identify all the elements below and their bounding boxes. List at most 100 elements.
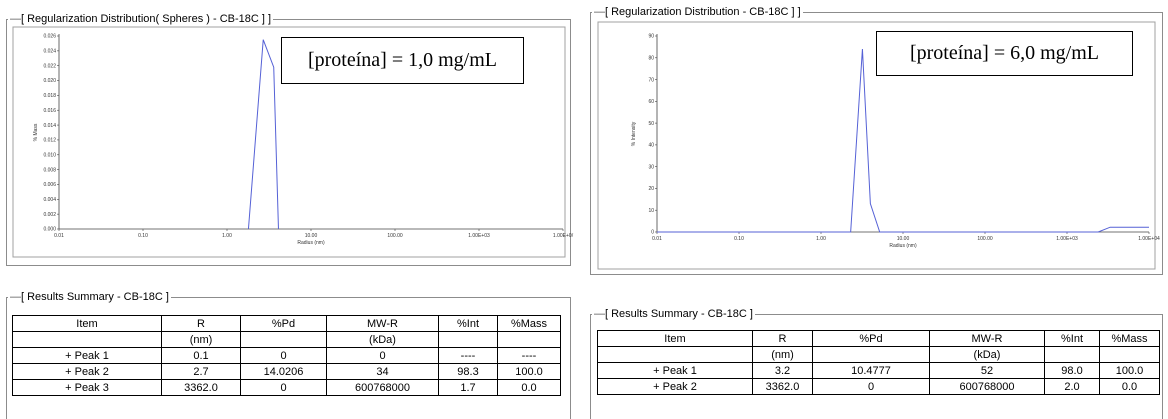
table-cell: + Peak 2 — [597, 378, 753, 395]
summary-title-left: [ Results Summary - CB-18C ] — [21, 291, 169, 303]
table-cell — [812, 346, 930, 363]
header-pd: %Pd — [812, 330, 930, 347]
distribution-title-left: —[ Regularization Distribution( Spheres … — [8, 13, 274, 25]
table-cell: + Peak 1 — [597, 362, 753, 379]
table-cell: 98.3 — [438, 363, 498, 380]
y-tick-label: 0.014 — [43, 123, 56, 129]
y-tick-label: 0.002 — [43, 212, 56, 218]
chart-title-left: [ Regularization Distribution( Spheres )… — [21, 13, 272, 25]
summary-lead-left: — — [10, 291, 21, 303]
table-cell — [240, 331, 327, 348]
table-cell — [597, 346, 753, 363]
table-cell: 0 — [812, 378, 930, 395]
y-tick-label: 0.026 — [43, 34, 56, 40]
table-cell: 0 — [326, 347, 439, 364]
y-tick-label: 0.008 — [43, 167, 56, 173]
title-lead-left: — — [10, 13, 21, 25]
table-cell: 10.4777 — [812, 362, 930, 379]
x-tick-label: 1.00E+0/ — [553, 233, 574, 239]
table-cell — [12, 331, 162, 348]
results-table-left: Item R %Pd MW-R %Int %Mass (nm) (kDa) + Pe… — [12, 315, 561, 396]
y-tick-label: 0 — [651, 230, 654, 236]
table-cell: (kDa) — [326, 331, 439, 348]
y-tick-label: 0.012 — [43, 138, 56, 144]
header-pd: %Pd — [240, 315, 327, 332]
table-header-row: Item R %Pd MW-R %Int %Mass — [597, 330, 1160, 347]
distribution-title-right: —[ Regularization Distribution - CB-18C … — [592, 6, 803, 18]
y-tick-label: 0.006 — [43, 182, 56, 188]
summary-title-right: [ Results Summary - CB-18C ] — [605, 308, 753, 320]
x-tick-label: 10.00 — [897, 236, 910, 242]
x-tick-label: 0.10 — [138, 233, 148, 239]
header-r: R — [752, 330, 813, 347]
table-cell: 0.1 — [161, 347, 241, 364]
table-cell — [1044, 346, 1100, 363]
table-cell: 3362.0 — [752, 378, 813, 395]
plot-frame — [12, 26, 566, 258]
table-cell: ---- — [438, 347, 498, 364]
table-row: + Peak 1 3.2 10.4777 52 98.0 100.0 — [597, 362, 1160, 379]
y-tick-label: 0.004 — [43, 197, 56, 203]
table-cell: 98.0 — [1044, 362, 1100, 379]
y-tick-label: 20 — [648, 186, 654, 192]
table-cell: 52 — [929, 362, 1045, 379]
x-tick-label: 1.00 — [816, 236, 826, 242]
table-cell: 3362.0 — [161, 379, 241, 396]
y-tick-label: 0.016 — [43, 108, 56, 114]
y-tick-label: 70 — [648, 77, 654, 83]
table-cell: 0.0 — [497, 379, 561, 396]
y-tick-label: 80 — [648, 55, 654, 61]
units-row: (nm) (kDa) — [597, 346, 1160, 363]
table-cell: (kDa) — [929, 346, 1045, 363]
table-cell: 2.0 — [1044, 378, 1100, 395]
table-row: + Peak 2 3362.0 0 600768000 2.0 0.0 — [597, 378, 1160, 395]
header-r: R — [161, 315, 241, 332]
table-cell — [438, 331, 498, 348]
y-axis-title: % Mass — [33, 123, 39, 141]
title-lead-right: — — [594, 6, 605, 18]
header-item: Item — [597, 330, 753, 347]
annotation-text-right: [proteína] = 6,0 mg/mL — [909, 42, 1099, 64]
header-mw-r: MW-R — [929, 330, 1045, 347]
table-cell: 2.7 — [161, 363, 241, 380]
header-mw-r: MW-R — [326, 315, 439, 332]
x-tick-label: 0.01 — [652, 236, 662, 242]
header-mass: %Mass — [1099, 330, 1160, 347]
annotation-text-left: [proteína] = 1,0 mg/mL — [307, 49, 497, 71]
chart-title-right: [ Regularization Distribution - CB-18C ]… — [605, 6, 801, 18]
annotation-box-left: [proteína] = 1,0 mg/mL — [281, 37, 524, 84]
table-cell: 600768000 — [326, 379, 439, 396]
x-tick-label: 1.00 — [222, 233, 232, 239]
table-cell: 0.0 — [1099, 378, 1160, 395]
summary-lead-right: — — [594, 308, 605, 320]
table-cell: 0 — [240, 347, 327, 364]
x-tick-label: 0.10 — [734, 236, 744, 242]
table-cell: 100.0 — [1099, 362, 1160, 379]
y-tick-label: 50 — [648, 121, 654, 127]
x-tick-label: 10.00 — [305, 233, 318, 239]
y-tick-label: 10 — [648, 208, 654, 214]
x-axis-title: Radius (nm) — [889, 243, 917, 249]
units-row: (nm) (kDa) — [12, 331, 561, 348]
y-tick-label: 60 — [648, 99, 654, 105]
series-line — [657, 49, 1149, 233]
y-tick-label: 0.020 — [43, 78, 56, 84]
x-tick-label: 100.00 — [977, 236, 993, 242]
x-tick-label: 1.00E+03 — [1056, 236, 1078, 242]
header-int: %Int — [1044, 330, 1100, 347]
y-tick-label: 40 — [648, 143, 654, 149]
x-tick-label: 1.00E+04 — [1138, 236, 1160, 242]
results-summary-title-right: —[ Results Summary - CB-18C ] — [592, 308, 755, 320]
table-cell: 600768000 — [929, 378, 1045, 395]
x-tick-label: 100.00 — [387, 233, 403, 239]
y-tick-label: 0.024 — [43, 49, 56, 55]
table-row: + Peak 1 0.1 0 0 ---- ---- — [12, 347, 561, 364]
header-int: %Int — [438, 315, 498, 332]
x-axis-title: Radius (nm) — [297, 240, 325, 246]
y-axis-title: % Intensity — [631, 121, 637, 146]
table-cell: (nm) — [752, 346, 813, 363]
header-item: Item — [12, 315, 162, 332]
table-row: + Peak 2 2.7 14.0206 34 98.3 100.0 — [12, 363, 561, 380]
